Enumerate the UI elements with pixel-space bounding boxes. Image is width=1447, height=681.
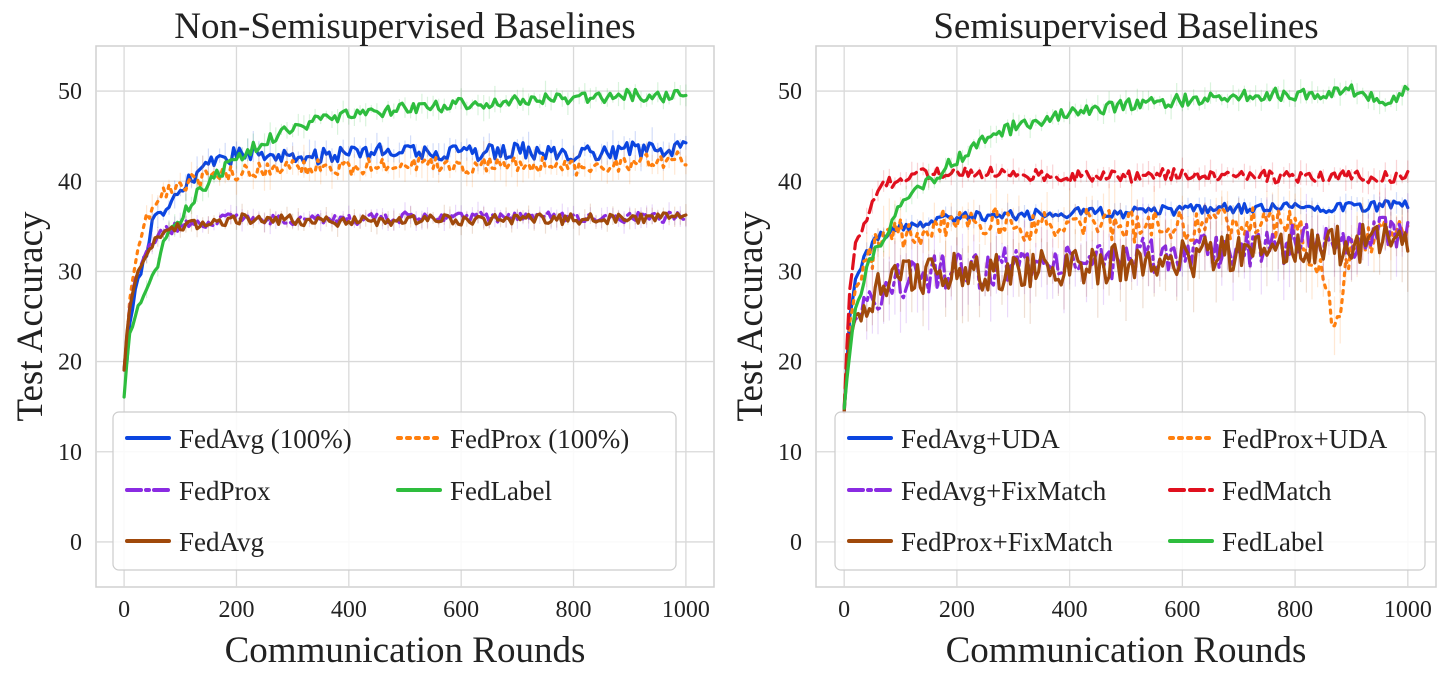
series-line-fedavg [122, 211, 688, 372]
series-line-fedavg-100 [122, 140, 688, 372]
y-tick-label: 20 [778, 350, 802, 376]
series-group [122, 80, 688, 399]
series-line-fedlabel [122, 87, 688, 399]
x-tick-label: 800 [556, 597, 592, 623]
x-axis-label: Communication Rounds [946, 630, 1307, 671]
legend: FedAvg+UDA FedProx+UDA FedAvg+FixMatch FedM… [834, 411, 1426, 571]
y-tick-label: 30 [778, 259, 802, 285]
legend-label-fedavg-fixmatch: FedAvg+FixMatch [901, 476, 1107, 506]
legend: FedAvg (100%) FedProx (100%) FedProx FedLab… [112, 411, 677, 571]
legend-box [834, 411, 1426, 571]
y-tick-label: 40 [58, 169, 82, 195]
y-tick-label: 0 [790, 530, 802, 556]
x-tick-label: 1000 [662, 597, 710, 623]
legend-label-fedlabel: FedLabel [450, 476, 552, 506]
series-line-fedavg-uda [842, 199, 1410, 410]
series-line-fedavg-fixmatch [842, 215, 1410, 414]
y-tick-label: 0 [70, 530, 82, 556]
right-chart-panel: 0 200 400 600 800 1000 0 10 20 30 40 50 Semisupervis… [730, 6, 1437, 671]
series-group [842, 78, 1410, 414]
legend-box [112, 411, 677, 571]
x-tick-label: 0 [118, 597, 130, 623]
series-line-fedmatch [842, 165, 1410, 410]
legend-label-fedavg: FedAvg [179, 527, 264, 557]
legend-label-fedprox-100: FedProx (100%) [450, 424, 629, 454]
y-tick-label: 50 [778, 79, 802, 105]
series-line-fedprox-fixmatch [842, 222, 1410, 414]
legend-label-fedprox: FedProx [179, 476, 271, 506]
x-tick-label: 400 [1052, 597, 1088, 623]
series-line-fedprox-100 [122, 150, 688, 372]
y-tick-label: 40 [778, 169, 802, 195]
y-tick-label: 50 [58, 79, 82, 105]
series-line-fedlabel [842, 83, 1410, 410]
x-tick-label: 0 [838, 597, 850, 623]
legend-label-fedlabel: FedLabel [1222, 527, 1324, 557]
x-tick-label: 600 [443, 597, 479, 623]
legend-label-fedavg-100: FedAvg (100%) [179, 424, 352, 454]
x-tick-label: 600 [1164, 597, 1200, 623]
chart-title: Semisupervised Baselines [933, 6, 1318, 47]
y-tick-label: 20 [58, 350, 82, 376]
legend-label-fedmatch: FedMatch [1222, 476, 1332, 506]
x-tick-label: 200 [939, 597, 975, 623]
y-axis-label: Test Accuracy [10, 211, 51, 422]
left-chart-panel: 0 200 400 600 800 1000 0 10 20 30 40 50 Non-Semisupe… [10, 6, 715, 671]
x-tick-label: 200 [218, 597, 254, 623]
y-tick-label: 10 [58, 440, 82, 466]
y-tick-label: 10 [778, 440, 802, 466]
chart-title: Non-Semisupervised Baselines [174, 6, 635, 47]
x-tick-label: 400 [331, 597, 367, 623]
legend-label-fedavg-uda: FedAvg+UDA [901, 424, 1060, 454]
x-tick-label: 800 [1277, 597, 1313, 623]
x-tick-label: 1000 [1384, 597, 1432, 623]
legend-label-fedprox-uda: FedProx+UDA [1222, 424, 1388, 454]
x-axis-label: Communication Rounds [225, 630, 586, 671]
y-tick-label: 30 [58, 259, 82, 285]
legend-label-fedprox-fixmatch: FedProx+FixMatch [901, 527, 1113, 557]
y-axis-label: Test Accuracy [730, 211, 771, 422]
